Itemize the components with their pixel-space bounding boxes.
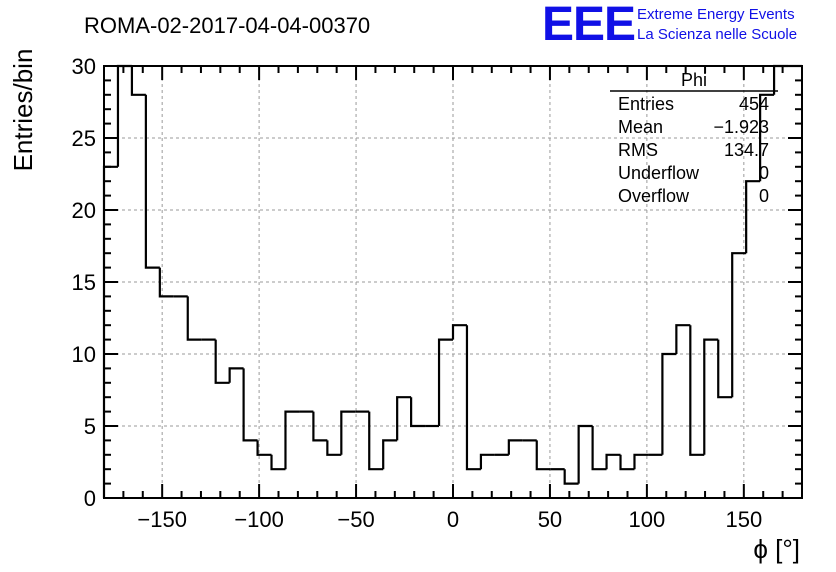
histogram-bin	[102, 165, 118, 498]
histogram-bin	[410, 397, 426, 428]
histogram-bin	[130, 66, 146, 96]
histogram-bin	[675, 324, 691, 354]
histogram-bin	[759, 93, 775, 182]
histogram-bin	[186, 296, 202, 341]
x-tick-labels: −150 −100 −50 0 50 100 150	[137, 507, 762, 532]
y-axis-title: Entries/bin	[8, 49, 38, 172]
histogram-bin	[591, 426, 607, 471]
logo-line-2: La Scienza nelle Scuole	[637, 26, 797, 43]
histogram-bin	[563, 469, 579, 485]
chart-title: ROMA-02-2017-04-04-00370	[84, 13, 370, 38]
y-tick-label: 10	[72, 342, 96, 367]
y-tick-label: 20	[72, 198, 96, 223]
y-tick-label: 30	[72, 54, 96, 79]
x-tick-label: 0	[447, 507, 459, 532]
histogram-bin	[605, 453, 621, 470]
y-tick-label: 25	[72, 126, 96, 151]
histogram-bin	[689, 325, 705, 456]
histogram-bin	[228, 367, 244, 383]
histogram-bin	[451, 324, 467, 340]
y-tick-label: 5	[84, 414, 96, 439]
stats-value: −1.923	[713, 117, 769, 137]
histogram-bin	[284, 410, 300, 470]
y-tick-label: 0	[84, 486, 96, 511]
stats-label: Overflow	[618, 186, 690, 206]
logo-line-1: Extreme Energy Events	[637, 6, 795, 23]
x-tick-label: 50	[538, 507, 562, 532]
x-tick-label: −150	[137, 507, 187, 532]
histogram-bin	[507, 439, 523, 455]
histogram-bin	[619, 454, 635, 471]
axis-ticks	[104, 66, 802, 498]
stats-value: 134.7	[724, 140, 769, 160]
stats-value: 0	[759, 186, 769, 206]
histogram-bin	[479, 453, 495, 470]
y-tick-labels: 0 5 10 15 20 25 30	[72, 54, 96, 511]
stats-value: 0	[759, 163, 769, 183]
histogram-bin	[270, 454, 286, 471]
histogram-bin	[577, 424, 593, 484]
histogram-bin	[214, 339, 230, 384]
histogram-bin	[116, 64, 132, 167]
stats-label: Mean	[618, 117, 663, 137]
histogram-bin	[382, 439, 398, 470]
histogram-bin	[717, 339, 733, 399]
histogram-bin	[158, 267, 174, 298]
histogram-bin	[326, 440, 342, 456]
histogram-bin	[437, 338, 453, 426]
histogram-bin	[144, 94, 160, 269]
grid-lines	[104, 66, 802, 498]
histogram-bin	[731, 252, 747, 398]
histogram-bin	[465, 325, 481, 471]
eee-logo: EEE	[542, 0, 635, 51]
histogram-bin	[312, 411, 328, 442]
histogram-bin	[340, 410, 356, 455]
stats-value: 454	[739, 94, 769, 114]
histogram-bin	[396, 396, 412, 441]
x-tick-label: −50	[337, 507, 374, 532]
stats-label: Entries	[618, 94, 674, 114]
stats-box: Phi Entries 454 Mean −1.923 RMS 134.7 Un…	[610, 70, 778, 206]
x-tick-label: 100	[629, 507, 666, 532]
histogram-bin	[256, 440, 272, 456]
x-axis-title: ϕ [°]	[753, 534, 800, 564]
stats-label: RMS	[618, 140, 658, 160]
histogram-bin	[633, 453, 649, 470]
histogram-bin	[535, 440, 551, 471]
histogram-bin	[242, 368, 258, 442]
histogram-line	[102, 64, 802, 498]
stats-title: Phi	[681, 70, 707, 90]
histogram-bin	[368, 411, 384, 471]
histogram-bin	[703, 338, 719, 455]
histogram-bin	[661, 352, 677, 455]
stats-label: Underflow	[618, 163, 700, 183]
y-tick-label: 15	[72, 270, 96, 295]
x-tick-label: 150	[725, 507, 762, 532]
x-tick-label: −100	[234, 507, 284, 532]
histogram-bin	[745, 180, 761, 254]
